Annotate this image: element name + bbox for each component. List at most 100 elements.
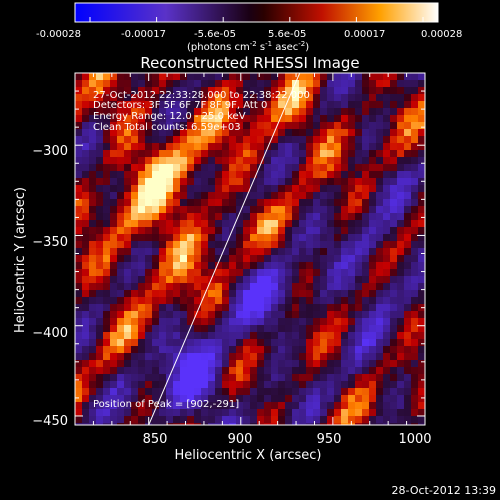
- heatmap-cell: [138, 360, 145, 367]
- heatmap-cell: [341, 87, 348, 94]
- heatmap-cell: [194, 402, 201, 409]
- heatmap-cell: [138, 297, 145, 304]
- heatmap-cell: [138, 381, 145, 388]
- heatmap-cell: [117, 185, 124, 192]
- heatmap-cell: [103, 416, 110, 423]
- heatmap-cell: [334, 304, 341, 311]
- heatmap-cell: [124, 122, 131, 129]
- heatmap-cell: [355, 360, 362, 367]
- heatmap-cell: [376, 353, 383, 360]
- heatmap-cell: [341, 388, 348, 395]
- heatmap-cell: [201, 122, 208, 129]
- heatmap-cell: [131, 122, 138, 129]
- heatmap-cell: [194, 304, 201, 311]
- heatmap-cell: [145, 206, 152, 213]
- heatmap-cell: [194, 339, 201, 346]
- heatmap-cell: [117, 388, 124, 395]
- heatmap-cell: [222, 381, 229, 388]
- heatmap-cell: [285, 409, 292, 416]
- heatmap-cell: [334, 353, 341, 360]
- heatmap-cell: [313, 423, 320, 425]
- heatmap-cell: [166, 157, 173, 164]
- heatmap-cell: [103, 353, 110, 360]
- heatmap-cell: [82, 234, 89, 241]
- heatmap-cell: [320, 339, 327, 346]
- heatmap-cell: [180, 381, 187, 388]
- heatmap-cell: [180, 311, 187, 318]
- heatmap-cell: [180, 192, 187, 199]
- heatmap-cell: [250, 164, 257, 171]
- heatmap-cell: [299, 290, 306, 297]
- heatmap-cell: [208, 332, 215, 339]
- heatmap-cell: [306, 80, 313, 87]
- heatmap-cell: [138, 227, 145, 234]
- heatmap-cell: [96, 269, 103, 276]
- heatmap-cell: [313, 227, 320, 234]
- heatmap-cell: [96, 346, 103, 353]
- heatmap-cell: [236, 171, 243, 178]
- heatmap-cell: [313, 297, 320, 304]
- heatmap-cell: [320, 220, 327, 227]
- heatmap-cell: [229, 192, 236, 199]
- heatmap-cell: [327, 143, 334, 150]
- heatmap-cell: [194, 262, 201, 269]
- heatmap-cell: [383, 416, 390, 423]
- heatmap-cell: [285, 213, 292, 220]
- heatmap-cell: [117, 395, 124, 402]
- heatmap-cell: [390, 255, 397, 262]
- heatmap-cell: [208, 304, 215, 311]
- heatmap-cell: [166, 136, 173, 143]
- heatmap-cell: [299, 115, 306, 122]
- heatmap-cell: [348, 129, 355, 136]
- heatmap-cell: [376, 213, 383, 220]
- heatmap-cell: [152, 213, 159, 220]
- heatmap-cell: [236, 262, 243, 269]
- heatmap-cell: [96, 423, 103, 425]
- heatmap-cell: [201, 416, 208, 423]
- heatmap-cell: [306, 150, 313, 157]
- heatmap-cell: [173, 283, 180, 290]
- heatmap-cell: [110, 192, 117, 199]
- heatmap-cell: [404, 276, 411, 283]
- heatmap-cell: [124, 206, 131, 213]
- heatmap-cell: [159, 178, 166, 185]
- heatmap-cell: [215, 255, 222, 262]
- heatmap-cell: [285, 157, 292, 164]
- heatmap-cell: [131, 164, 138, 171]
- heatmap-cell: [138, 276, 145, 283]
- heatmap-cell: [327, 122, 334, 129]
- heatmap-cell: [82, 402, 89, 409]
- heatmap-cell: [327, 374, 334, 381]
- heatmap-cell: [264, 199, 271, 206]
- heatmap-cell: [131, 129, 138, 136]
- heatmap-cell: [82, 395, 89, 402]
- heatmap-cell: [348, 94, 355, 101]
- heatmap-cell: [166, 80, 173, 87]
- heatmap-cell: [152, 192, 159, 199]
- heatmap-cell: [390, 185, 397, 192]
- heatmap-cell: [159, 381, 166, 388]
- heatmap-cell: [250, 290, 257, 297]
- heatmap-cell: [397, 171, 404, 178]
- heatmap-cell: [166, 388, 173, 395]
- heatmap-cell: [369, 80, 376, 87]
- heatmap-cell: [397, 248, 404, 255]
- heatmap-cell: [243, 311, 250, 318]
- heatmap-cell: [222, 388, 229, 395]
- heatmap-cell: [75, 136, 82, 143]
- heatmap-cell: [320, 325, 327, 332]
- heatmap-cell: [166, 122, 173, 129]
- heatmap-cell: [376, 248, 383, 255]
- heatmap-cell: [285, 192, 292, 199]
- heatmap-cell: [355, 185, 362, 192]
- heatmap-cell: [334, 360, 341, 367]
- heatmap-cell: [320, 332, 327, 339]
- heatmap-cell: [348, 213, 355, 220]
- heatmap-cell: [145, 164, 152, 171]
- heatmap-cell: [418, 136, 425, 143]
- heatmap-cell: [215, 199, 222, 206]
- heatmap-cell: [222, 185, 229, 192]
- heatmap-cell: [327, 332, 334, 339]
- heatmap-cell: [201, 283, 208, 290]
- heatmap-cell: [145, 220, 152, 227]
